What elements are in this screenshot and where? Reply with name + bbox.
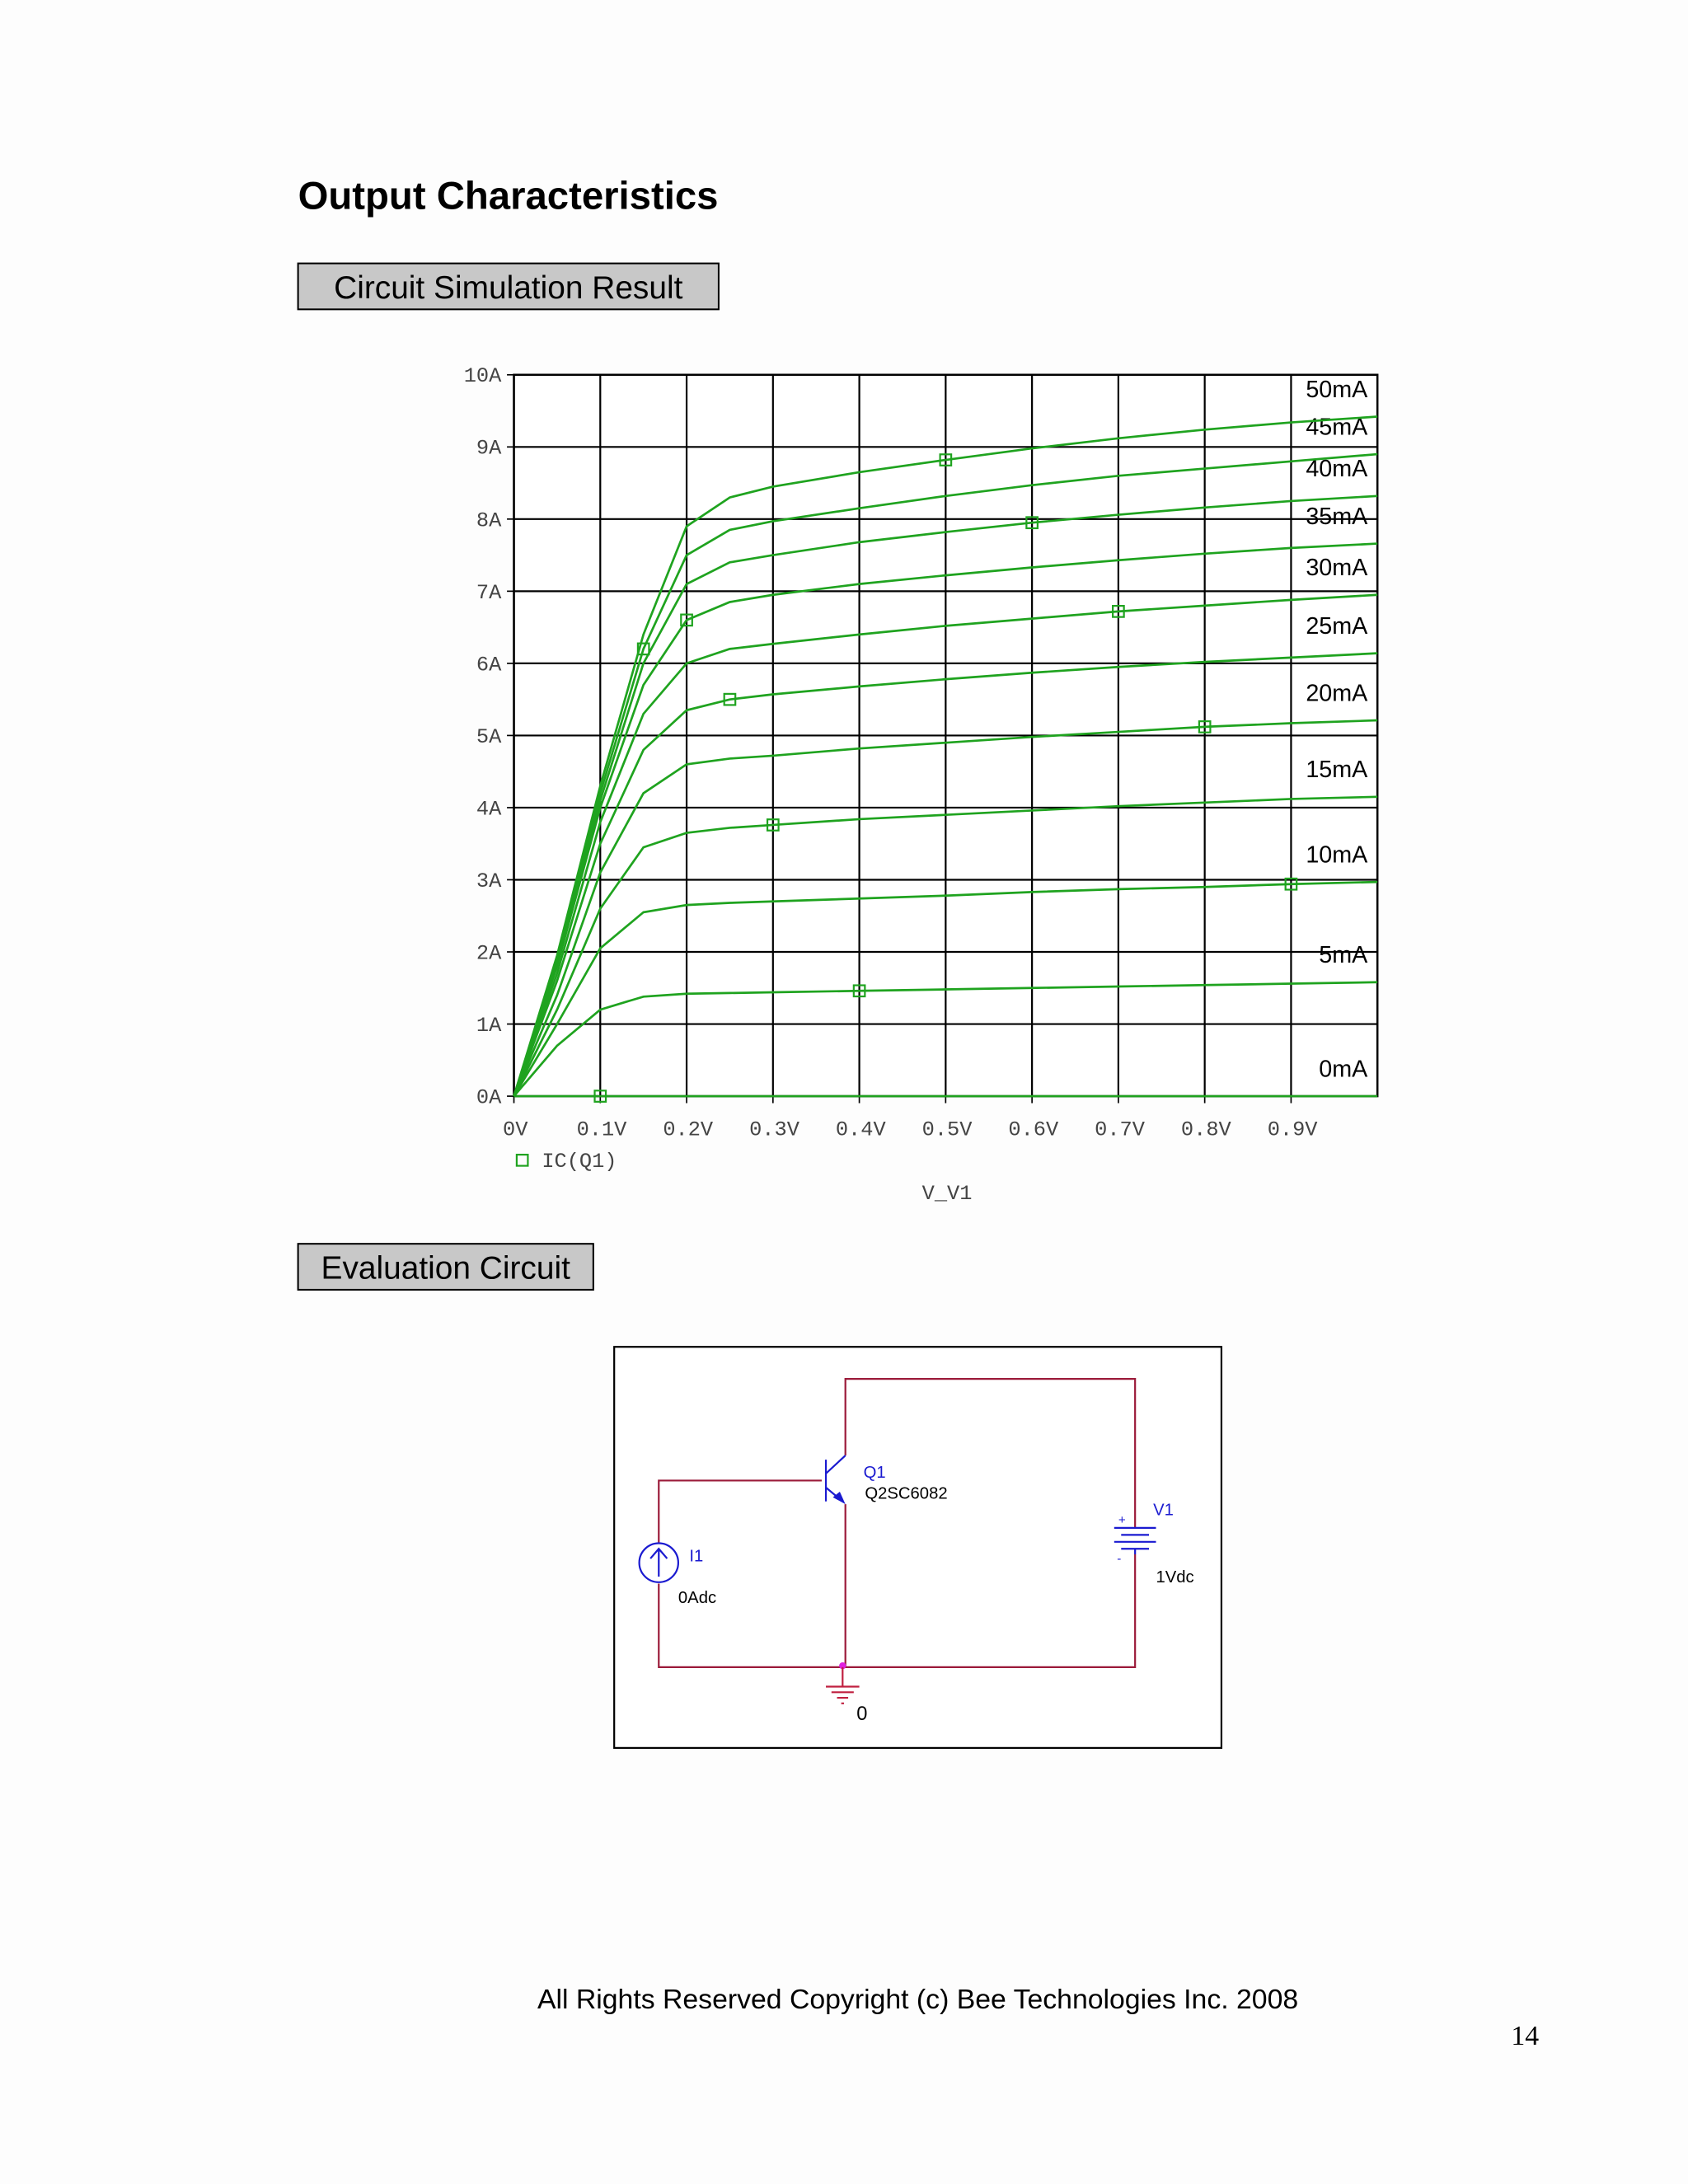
series-label: 50mA xyxy=(1306,377,1368,403)
series-line xyxy=(513,452,1378,1097)
series-marker xyxy=(1198,720,1212,733)
series-marker xyxy=(852,984,866,998)
section-heading: Circuit Simulation Result xyxy=(334,270,682,306)
section-heading: Evaluation Circuit xyxy=(321,1250,571,1286)
series-label: 35mA xyxy=(1306,504,1368,530)
x-tick-label: 0.3V xyxy=(749,1118,800,1141)
series-label: 10mA xyxy=(1306,841,1368,868)
y-tick-label: 5A xyxy=(476,725,502,749)
y-tick-label: 4A xyxy=(476,797,502,821)
series-marker xyxy=(680,613,693,627)
y-tick-label: 9A xyxy=(476,437,502,461)
x-tick-label: 0.8V xyxy=(1181,1118,1232,1141)
series-line xyxy=(513,542,1378,1097)
series-marker xyxy=(1284,877,1298,891)
series-line xyxy=(513,795,1378,1097)
chart: 0A 1A 2A 3A 4A 5A 6A 7A 8A 9A 10A 0V 0.1V 0.2V 0.3V 0.4… xyxy=(464,364,1379,1206)
x-axis-label: V_V1 xyxy=(922,1182,973,1206)
page-title: Output Characteristics xyxy=(298,175,719,218)
legend-label: IC(Q1) xyxy=(542,1150,617,1174)
series-label: 25mA xyxy=(1306,613,1368,640)
series-line xyxy=(513,494,1378,1097)
wire xyxy=(658,1377,1137,1668)
legend-marker xyxy=(515,1153,529,1167)
series-marker xyxy=(939,453,953,466)
x-tick-label: 0.9V xyxy=(1268,1118,1319,1141)
series-label: 30mA xyxy=(1306,555,1368,581)
footer: All Rights Reserved Copyright (c) Bee Te… xyxy=(537,1984,1298,2015)
part-model: Q2SC6082 xyxy=(865,1484,947,1502)
series-line xyxy=(513,415,1378,1097)
page-number: 14 xyxy=(1511,2021,1539,2051)
y-tick-label: 2A xyxy=(476,941,502,965)
series-label: 15mA xyxy=(1306,757,1368,783)
series-line xyxy=(513,981,1378,1097)
ground-label: 0 xyxy=(856,1704,867,1725)
y-tick-label: 0A xyxy=(476,1086,502,1110)
x-tick-label: 0.6V xyxy=(1008,1118,1059,1141)
part-ref: V1 xyxy=(1153,1502,1174,1520)
section-box xyxy=(297,1243,594,1291)
junction xyxy=(839,1661,846,1670)
current-source xyxy=(638,1542,680,1583)
y-tick-label: 3A xyxy=(476,869,502,893)
series-marker xyxy=(723,692,737,706)
section-box xyxy=(297,262,720,311)
series-line xyxy=(513,719,1378,1097)
y-tick-label: 6A xyxy=(476,653,502,677)
series-marker xyxy=(636,642,650,656)
series-line xyxy=(513,593,1378,1097)
x-tick-label: 0V xyxy=(503,1118,528,1141)
transistor-arrow xyxy=(832,1491,846,1505)
circuit: + - Q1 Q2SC6082 I1 0Adc V1 1Vdc 0 xyxy=(613,1346,1223,1749)
part-value: 1Vdc xyxy=(1156,1568,1194,1586)
series-label: 20mA xyxy=(1306,680,1368,706)
part-ref: Q1 xyxy=(864,1464,886,1482)
y-tick-label: 8A xyxy=(476,509,502,532)
y-tick-label: 1A xyxy=(476,1014,502,1038)
series-marker xyxy=(593,1090,607,1103)
circuit-frame xyxy=(613,1346,1223,1749)
series-marker xyxy=(766,818,780,832)
x-tick-label: 0.4V xyxy=(836,1118,887,1141)
x-tick-label: 0.7V xyxy=(1095,1118,1146,1141)
y-tick-label: 10A xyxy=(464,364,502,388)
ground xyxy=(826,1666,860,1704)
y-tick-label: 7A xyxy=(476,581,502,605)
current-arrow xyxy=(649,1547,668,1577)
series-marker xyxy=(1025,516,1039,530)
plus-sign: + xyxy=(1118,1513,1126,1527)
series-marker xyxy=(1112,605,1125,618)
x-tick-label: 0.5V xyxy=(922,1118,973,1141)
series-label: 5mA xyxy=(1319,942,1368,968)
series-line xyxy=(513,652,1378,1097)
battery xyxy=(1114,1526,1156,1555)
part-ref: I1 xyxy=(689,1547,703,1565)
series-label: 0mA xyxy=(1319,1056,1368,1082)
x-tick-label: 0.2V xyxy=(663,1118,714,1141)
part-value: 0Adc xyxy=(678,1589,716,1607)
minus-sign: - xyxy=(1117,1552,1121,1566)
series-line xyxy=(513,880,1378,1097)
x-tick-label: 0.1V xyxy=(577,1118,628,1141)
